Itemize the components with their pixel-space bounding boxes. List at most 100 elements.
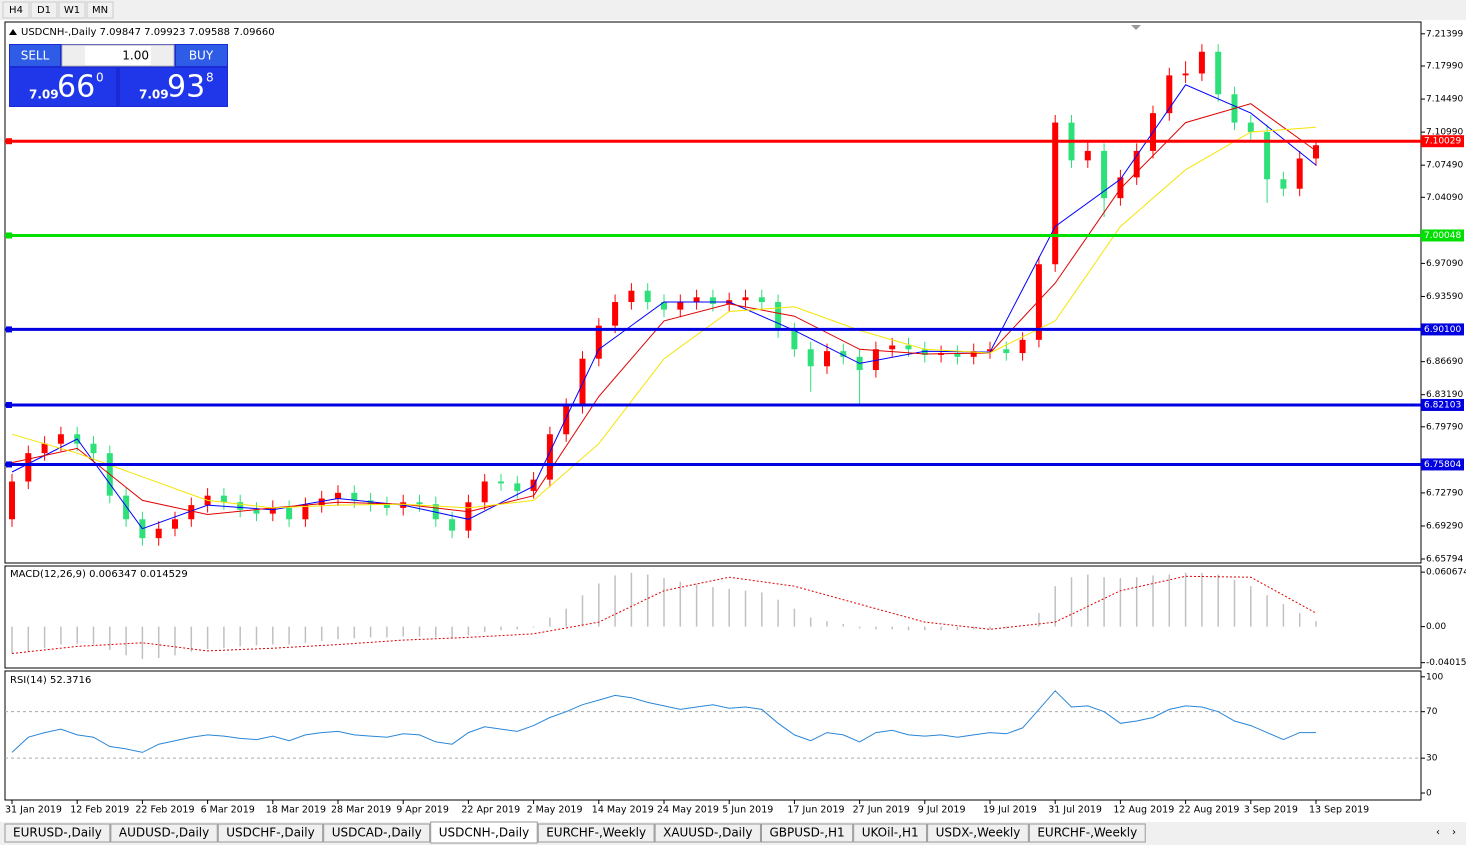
- candle-body: [41, 443, 48, 454]
- tab-scroll[interactable]: ›: [1452, 827, 1456, 838]
- symbol-tab[interactable]: [853, 823, 928, 843]
- symbol-tab[interactable]: [217, 823, 324, 843]
- timeframe-label[interactable]: H4: [9, 5, 23, 16]
- symbol-tab[interactable]: [1028, 823, 1146, 843]
- candle-body: [1133, 150, 1140, 178]
- y-tick-label: 6.83190: [1426, 390, 1463, 400]
- level-handle[interactable]: [6, 461, 12, 468]
- symbol-tab-label[interactable]: EURCHF-,Weekly: [546, 826, 646, 840]
- level-label: 7.00048: [1424, 231, 1461, 241]
- timeframe-label[interactable]: D1: [37, 5, 51, 16]
- candle-body: [970, 351, 977, 357]
- sell-price-pips: 66: [57, 70, 95, 105]
- level-handle[interactable]: [6, 232, 12, 239]
- candle-body: [253, 509, 260, 514]
- symbol-tab-label[interactable]: GBPUSD-,H1: [769, 826, 844, 840]
- symbol-tab-label[interactable]: USDCNH-,Daily: [439, 826, 530, 840]
- symbol-tab[interactable]: [323, 823, 431, 843]
- symbol-tab-label[interactable]: EURCHF-,Weekly: [1037, 826, 1137, 840]
- candle-body: [1019, 339, 1026, 354]
- symbol-tab[interactable]: [927, 823, 1029, 843]
- x-tick-label: 19 Jul 2019: [983, 805, 1037, 816]
- symbol-tab[interactable]: [4, 823, 111, 843]
- x-tick-label: 13 Sep 2019: [1309, 805, 1369, 816]
- sell-price-box[interactable]: [10, 68, 116, 106]
- symbol-tab[interactable]: [654, 823, 761, 843]
- symbol-tab-label[interactable]: UKOil-,H1: [862, 826, 919, 840]
- symbol-tab-label[interactable]: AUDUSD-,Daily: [119, 826, 209, 840]
- candle-body: [1101, 150, 1108, 199]
- symbol-tab[interactable]: [537, 823, 655, 843]
- timeframe-button[interactable]: [86, 1, 114, 19]
- rsi-panel: [4, 670, 1422, 801]
- candle-body: [1313, 145, 1319, 159]
- candle-body: [90, 443, 97, 454]
- candle-body: [1198, 51, 1205, 74]
- x-tick-label: 18 Mar 2019: [266, 805, 326, 816]
- timeframe-button[interactable]: [30, 1, 58, 19]
- y-tick-label: 6.72790: [1426, 488, 1463, 498]
- buy-button[interactable]: [176, 45, 227, 66]
- toolbar: [0, 0, 1466, 20]
- timeframe-button[interactable]: [58, 1, 86, 19]
- candle-body: [237, 502, 244, 510]
- level-tag: [1421, 135, 1464, 148]
- timeframe-button[interactable]: [2, 1, 30, 19]
- symbol-tab-label[interactable]: USDCAD-,Daily: [332, 826, 422, 840]
- chart-header: USDCNH-,Daily 7.09847 7.09923 7.09588 7.…: [21, 27, 275, 38]
- candle-body: [921, 349, 928, 355]
- y-tick-label: 0: [1426, 789, 1432, 799]
- candle-body: [1182, 73, 1189, 76]
- sell-button[interactable]: [10, 45, 60, 66]
- y-tick-label: 7.14490: [1426, 95, 1463, 105]
- symbol-tab[interactable]: [430, 821, 538, 844]
- symbol-tab-label[interactable]: EURUSD-,Daily: [13, 826, 102, 840]
- level-tag: [1421, 323, 1464, 336]
- timeframe-label[interactable]: MN: [92, 5, 108, 16]
- symbol-tab-label[interactable]: USDX-,Weekly: [936, 826, 1021, 840]
- buy-price-big: 7.09: [139, 88, 169, 102]
- candle-body: [383, 504, 390, 508]
- y-tick-label: 7.07490: [1426, 161, 1463, 171]
- x-tick-label: 24 May 2019: [657, 805, 719, 816]
- y-tick-label: 0.060674: [1426, 568, 1466, 578]
- candle-body: [612, 302, 619, 326]
- shift-marker: [1131, 25, 1141, 30]
- moving-average: [11, 103, 1317, 516]
- moving-average: [11, 126, 1317, 509]
- lot-input[interactable]: [61, 44, 175, 67]
- candle-body: [742, 297, 749, 301]
- buy-price-box[interactable]: [120, 68, 227, 106]
- x-tick-label: 3 Sep 2019: [1244, 805, 1298, 816]
- lot-up[interactable]: [151, 46, 173, 65]
- sell-label[interactable]: SELL: [21, 49, 50, 63]
- candle-body: [351, 492, 358, 501]
- candle-body: [416, 502, 423, 505]
- candle-body: [188, 505, 195, 520]
- buy-label[interactable]: BUY: [189, 49, 214, 63]
- symbol-tab-label[interactable]: XAUUSD-,Daily: [663, 826, 752, 840]
- y-tick-label: 6.79790: [1426, 422, 1463, 432]
- x-tick-label: 12 Aug 2019: [1113, 805, 1174, 816]
- lot-down[interactable]: [63, 46, 85, 65]
- timeframe-label[interactable]: W1: [64, 5, 80, 16]
- symbol-tab-label[interactable]: USDCHF-,Daily: [226, 826, 314, 840]
- candle-body: [1084, 150, 1091, 161]
- lot-value[interactable]: 1.00: [122, 49, 149, 63]
- symbol-tab[interactable]: [110, 823, 218, 843]
- rsi-line: [11, 690, 1316, 753]
- symbol-tab[interactable]: [760, 823, 854, 843]
- level-label: 7.10029: [1424, 137, 1461, 147]
- level-handle[interactable]: [6, 401, 12, 408]
- y-tick-label: 7.21399: [1426, 29, 1463, 39]
- level-handle[interactable]: [6, 326, 12, 333]
- y-tick-label: -0.040152: [1426, 658, 1466, 668]
- candle-body: [677, 302, 684, 310]
- collapse-icon: [9, 29, 17, 35]
- x-tick-label: 14 May 2019: [592, 805, 654, 816]
- candle-body: [1264, 132, 1271, 180]
- level-handle[interactable]: [6, 138, 12, 145]
- buy-price-frac: 8: [206, 71, 214, 85]
- tab-scroll[interactable]: ‹: [1436, 827, 1440, 838]
